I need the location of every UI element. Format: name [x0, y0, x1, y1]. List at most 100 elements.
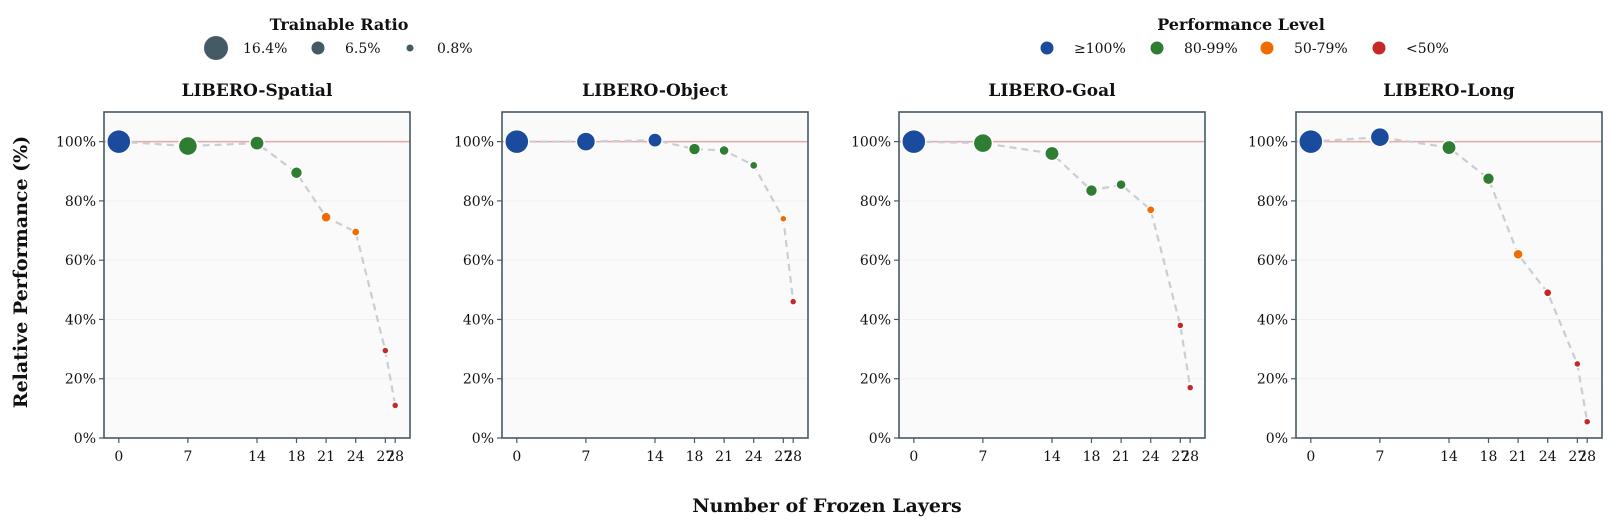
- data-point: [1369, 126, 1391, 148]
- data-point: [1573, 359, 1582, 369]
- legend-color-label-lt50: <50%: [1406, 41, 1449, 57]
- data-point: [1298, 128, 1324, 155]
- legend-size-label-medium: 6.5%: [345, 41, 381, 57]
- x-tick-label: 7: [978, 449, 987, 465]
- x-tick-label: 24: [745, 449, 763, 465]
- performance-level-legend-title: Performance Level: [1157, 15, 1325, 34]
- data-point: [575, 131, 597, 152]
- y-tick-label: 80%: [463, 194, 494, 210]
- data-point: [1176, 321, 1185, 330]
- panel-title: LIBERO-Spatial: [182, 81, 333, 101]
- trainable-ratio-legend-title: Trainable Ratio: [270, 15, 409, 34]
- data-point: [1115, 178, 1127, 191]
- data-point: [249, 135, 265, 152]
- x-tick-label: 21: [1112, 449, 1130, 465]
- data-point: [718, 144, 730, 157]
- x-tick-label: 0: [1306, 449, 1315, 465]
- x-tick-label: 0: [512, 449, 521, 465]
- legend-color-label-80-99: 80-99%: [1184, 41, 1238, 57]
- y-tick-label: 80%: [860, 194, 891, 210]
- x-tick-label: 24: [1539, 449, 1557, 465]
- data-point: [901, 128, 927, 155]
- x-tick-label: 21: [317, 449, 335, 465]
- y-tick-label: 80%: [65, 194, 96, 210]
- legend-color-marker-80-99: [1150, 41, 1164, 55]
- data-point: [647, 132, 663, 149]
- series-line: [118, 140, 397, 406]
- x-tick-label: 14: [248, 449, 266, 465]
- plot-area: [899, 112, 1205, 438]
- legend-size-label-small: 0.8%: [437, 41, 473, 57]
- y-tick-label: 100%: [56, 135, 96, 151]
- y-tick-label: 40%: [65, 312, 96, 328]
- x-axis-label: Number of Frozen Layers: [692, 495, 961, 517]
- y-tick-label: 20%: [1257, 372, 1288, 388]
- y-tick-label: 60%: [1257, 253, 1288, 269]
- y-tick-label: 40%: [463, 312, 494, 328]
- y-tick-label: 0%: [472, 431, 494, 447]
- data-point: [289, 166, 304, 180]
- x-tick-label: 14: [1440, 449, 1458, 465]
- y-tick-label: 0%: [74, 431, 96, 447]
- series-line: [516, 139, 795, 302]
- x-tick-label: 7: [1375, 449, 1384, 465]
- y-tick-label: 0%: [869, 431, 891, 447]
- x-tick-label: 27: [1568, 449, 1586, 465]
- x-tick-label: 21: [1509, 449, 1527, 465]
- x-tick-label: 27: [376, 449, 394, 465]
- y-tick-label: 40%: [860, 312, 891, 328]
- x-tick-label: 7: [183, 449, 192, 465]
- data-point: [177, 135, 199, 157]
- data-point: [381, 346, 390, 355]
- x-tick-label: 28: [784, 449, 802, 465]
- y-tick-label: 60%: [65, 253, 96, 269]
- panel-title: LIBERO-Goal: [988, 81, 1116, 101]
- y-tick-label: 20%: [463, 372, 494, 388]
- y-tick-label: 20%: [65, 372, 96, 388]
- plot-area: [1296, 112, 1602, 438]
- legend-size-marker-medium: [311, 41, 325, 55]
- data-point: [504, 128, 530, 155]
- x-tick-label: 21: [715, 449, 733, 465]
- x-tick-label: 14: [646, 449, 664, 465]
- legend-color-marker-50-79: [1260, 41, 1274, 55]
- legend-color-label-ge100: ≥100%: [1074, 41, 1126, 57]
- x-tick-label: 28: [386, 449, 404, 465]
- y-tick-label: 100%: [851, 135, 891, 151]
- x-tick-label: 24: [1142, 449, 1160, 465]
- y-tick-label: 0%: [1266, 431, 1288, 447]
- legend-color-marker-lt50: [1372, 41, 1386, 55]
- data-point: [972, 132, 994, 154]
- data-point: [748, 160, 759, 171]
- x-tick-label: 24: [347, 449, 365, 465]
- x-tick-label: 28: [1578, 449, 1596, 465]
- legend-size-label-large: 16.4%: [243, 41, 287, 57]
- y-tick-label: 100%: [1248, 135, 1288, 151]
- data-point: [1542, 287, 1553, 298]
- x-tick-label: 0: [114, 449, 123, 465]
- data-point: [687, 142, 702, 156]
- data-point: [1185, 383, 1195, 392]
- data-point: [1481, 171, 1496, 186]
- y-tick-label: 100%: [454, 135, 494, 151]
- y-tick-label: 20%: [860, 372, 891, 388]
- data-point: [1044, 145, 1060, 162]
- data-point: [1582, 417, 1592, 426]
- series-line: [913, 140, 1192, 388]
- x-tick-label: 7: [581, 449, 590, 465]
- legend-color-marker-ge100: [1040, 41, 1054, 55]
- y-axis-label: Relative Performance (%): [10, 136, 32, 408]
- y-tick-label: 60%: [463, 253, 494, 269]
- x-tick-label: 18: [686, 449, 704, 465]
- y-tick-label: 80%: [1257, 194, 1288, 210]
- plot-area: [104, 112, 410, 438]
- data-point: [350, 227, 361, 237]
- chart-panels: 0%20%40%60%80%100%0 7 14 18 21 24 2728LIBERO-S…: [56, 81, 1603, 465]
- x-tick-label: 28: [1181, 449, 1199, 465]
- data-point: [106, 128, 132, 155]
